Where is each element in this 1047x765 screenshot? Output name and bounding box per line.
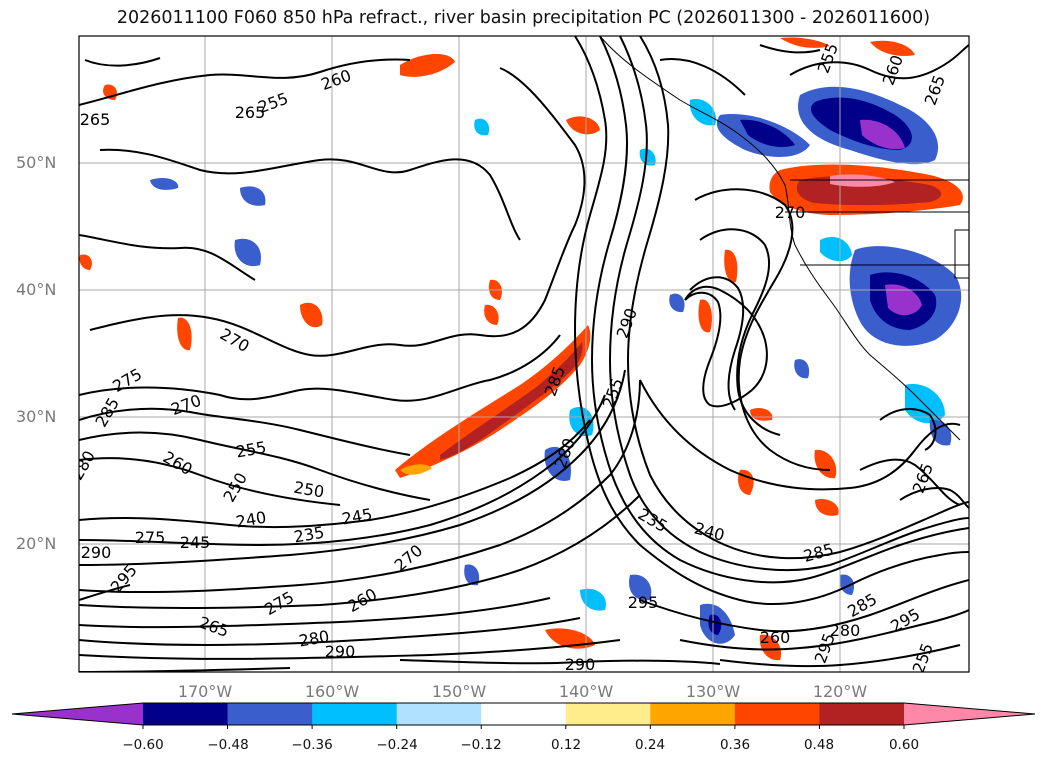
colorbar-box [143, 703, 229, 725]
colorbar-tick-label: −0.60 [122, 737, 164, 753]
lon-label-130w: 130°W [685, 682, 741, 701]
lon-label-160w: 160°W [304, 682, 360, 701]
lon-label-140w: 140°W [558, 682, 614, 701]
colorbar-tick-label: −0.48 [207, 737, 249, 753]
colorbar [11, 702, 1036, 729]
colorbar-tick-label: 0.12 [550, 737, 582, 753]
colorbar-tick-label: 0.24 [634, 737, 666, 753]
colorbar-box [396, 703, 482, 725]
colorbar-box [819, 703, 905, 725]
precip-shading [79, 37, 963, 661]
colorbar-boxes [143, 703, 905, 725]
colorbar-under-arrow [12, 703, 143, 725]
map-frame [78, 35, 970, 673]
colorbar-tick-label: −0.24 [376, 737, 418, 753]
colorbar-box [650, 703, 736, 725]
contour-label: 295 [628, 593, 659, 612]
lon-label-120w: 120°W [812, 682, 868, 701]
contour-label: 280 [830, 621, 861, 640]
lat-label-50n: 50°N [16, 153, 57, 172]
colorbar-tick-label: −0.12 [460, 737, 502, 753]
contour-label: 260 [760, 628, 791, 647]
map-title: 2026011100 F060 850 hPa refract., river … [116, 8, 931, 28]
coastlines [599, 36, 969, 441]
contour-label: 275 [135, 528, 166, 547]
lon-label-170w: 170°W [177, 682, 233, 701]
lat-label-20n: 20°N [16, 534, 57, 553]
colorbar-over-arrow [904, 703, 1035, 725]
lat-label-40n: 40°N [16, 280, 57, 299]
colorbar-tick-label: 0.48 [803, 737, 835, 753]
colorbar-tick-label: −0.36 [291, 737, 333, 753]
graticule [79, 36, 969, 672]
colorbar-tick-label: 0.36 [719, 737, 751, 753]
contour-label: 245 [180, 533, 211, 552]
lat-label-30n: 30°N [16, 407, 57, 426]
contour-label: 270 [775, 203, 806, 222]
colorbar-box [734, 703, 820, 725]
refractivity-contours [79, 36, 969, 672]
contour-label: 265 [235, 103, 266, 122]
colorbar-tick-label: 0.60 [888, 737, 920, 753]
colorbar-box [481, 703, 567, 725]
contour-label: 290 [565, 655, 596, 674]
contour-label: 265 [80, 110, 111, 129]
contour-label: 290 [325, 642, 356, 661]
contour-label: 290 [81, 543, 112, 562]
colorbar-box [565, 703, 651, 725]
colorbar-box [227, 703, 313, 725]
colorbar-box [312, 703, 398, 725]
lon-label-150w: 150°W [431, 682, 487, 701]
